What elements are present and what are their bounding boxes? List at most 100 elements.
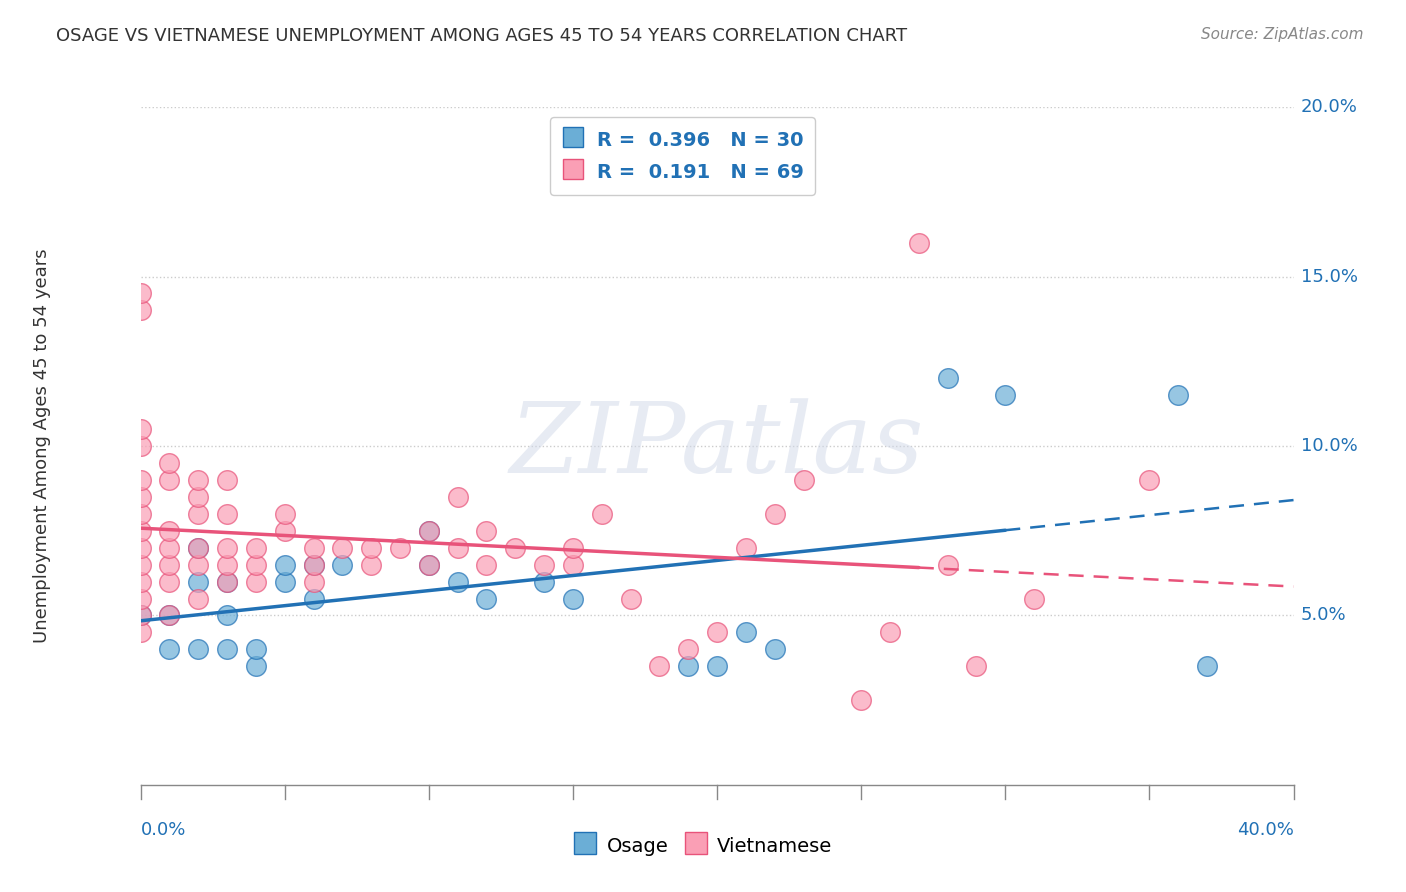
Point — [533, 574, 555, 589]
Legend: Osage, Vietnamese: Osage, Vietnamese — [565, 826, 841, 864]
Point — [447, 490, 470, 504]
Point — [475, 558, 498, 572]
Point — [245, 574, 267, 589]
Point — [129, 422, 152, 436]
Point — [187, 473, 209, 487]
Point — [159, 456, 180, 470]
Point — [129, 439, 152, 453]
Point — [129, 473, 152, 487]
Point — [187, 490, 209, 504]
Point — [735, 625, 758, 640]
Point — [302, 574, 325, 589]
Point — [994, 388, 1017, 402]
Point — [332, 541, 354, 555]
Point — [936, 558, 959, 572]
Point — [793, 473, 815, 487]
Point — [763, 507, 786, 521]
Point — [1195, 659, 1218, 673]
Point — [129, 286, 152, 301]
Point — [129, 303, 152, 318]
Text: ZIPatlas: ZIPatlas — [510, 399, 924, 493]
Point — [735, 541, 758, 555]
Point — [360, 558, 382, 572]
Text: OSAGE VS VIETNAMESE UNEMPLOYMENT AMONG AGES 45 TO 54 YEARS CORRELATION CHART: OSAGE VS VIETNAMESE UNEMPLOYMENT AMONG A… — [56, 27, 907, 45]
Point — [159, 558, 180, 572]
Point — [619, 591, 641, 606]
Point — [187, 541, 209, 555]
Point — [245, 642, 267, 657]
Point — [447, 541, 470, 555]
Point — [217, 574, 239, 589]
Point — [129, 558, 152, 572]
Point — [217, 608, 239, 623]
Point — [418, 524, 440, 538]
Text: 15.0%: 15.0% — [1301, 268, 1358, 285]
Point — [159, 608, 180, 623]
Point — [388, 541, 411, 555]
Point — [159, 473, 180, 487]
Legend: R =  0.396   N = 30, R =  0.191   N = 69: R = 0.396 N = 30, R = 0.191 N = 69 — [550, 117, 815, 194]
Point — [302, 558, 325, 572]
Point — [533, 558, 555, 572]
Point — [475, 591, 498, 606]
Point — [245, 558, 267, 572]
Point — [908, 235, 931, 250]
Point — [129, 490, 152, 504]
Point — [274, 558, 297, 572]
Point — [475, 524, 498, 538]
Point — [302, 591, 325, 606]
Point — [562, 558, 585, 572]
Point — [648, 659, 671, 673]
Point — [562, 541, 585, 555]
Point — [245, 541, 267, 555]
Text: 20.0%: 20.0% — [1301, 98, 1357, 116]
Point — [849, 693, 872, 707]
Point — [187, 574, 209, 589]
Point — [187, 507, 209, 521]
Text: 0.0%: 0.0% — [141, 821, 186, 838]
Point — [129, 524, 152, 538]
Point — [678, 659, 700, 673]
Point — [129, 541, 152, 555]
Point — [217, 541, 239, 555]
Point — [217, 642, 239, 657]
Point — [129, 507, 152, 521]
Point — [562, 591, 585, 606]
Point — [706, 625, 728, 640]
Point — [965, 659, 987, 673]
Point — [678, 642, 700, 657]
Point — [418, 558, 440, 572]
Point — [418, 524, 440, 538]
Text: 5.0%: 5.0% — [1301, 607, 1346, 624]
Point — [187, 558, 209, 572]
Point — [187, 642, 209, 657]
Point — [1024, 591, 1046, 606]
Point — [159, 524, 180, 538]
Point — [129, 608, 152, 623]
Point — [159, 608, 180, 623]
Point — [447, 574, 470, 589]
Point — [217, 507, 239, 521]
Point — [418, 558, 440, 572]
Point — [706, 659, 728, 673]
Point — [1139, 473, 1161, 487]
Point — [879, 625, 901, 640]
Point — [302, 558, 325, 572]
Point — [591, 507, 613, 521]
Point — [274, 574, 297, 589]
Text: 10.0%: 10.0% — [1301, 437, 1357, 455]
Point — [217, 473, 239, 487]
Text: Unemployment Among Ages 45 to 54 years: Unemployment Among Ages 45 to 54 years — [34, 249, 51, 643]
Point — [159, 541, 180, 555]
Point — [302, 541, 325, 555]
Point — [159, 574, 180, 589]
Point — [245, 659, 267, 673]
Text: 40.0%: 40.0% — [1237, 821, 1294, 838]
Point — [129, 591, 152, 606]
Point — [217, 574, 239, 589]
Point — [129, 608, 152, 623]
Point — [763, 642, 786, 657]
Point — [1167, 388, 1189, 402]
Point — [129, 625, 152, 640]
Point — [159, 642, 180, 657]
